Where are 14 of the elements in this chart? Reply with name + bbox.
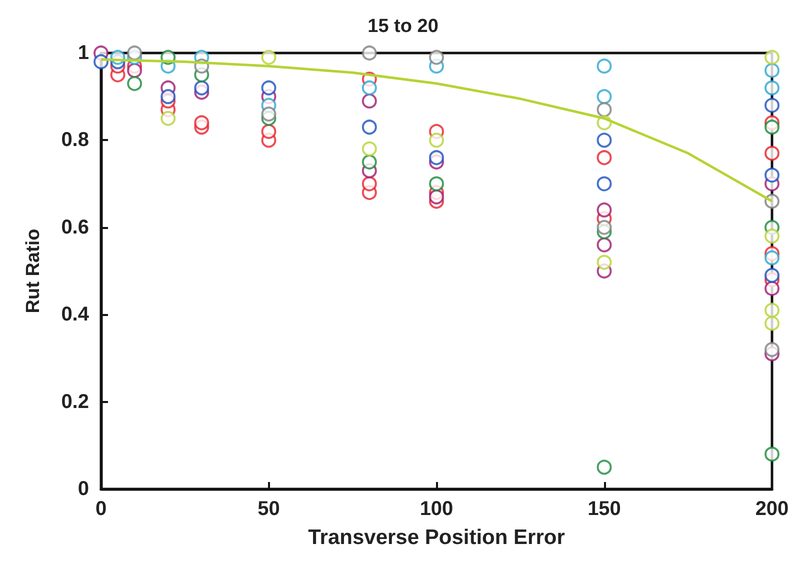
x-tick-label: 200 <box>755 498 789 520</box>
x-tick-label: 150 <box>588 498 621 520</box>
x-tick-label: 0 <box>95 498 107 520</box>
y-tick-label: 1 <box>78 42 89 64</box>
x-tick-label: 50 <box>258 498 280 520</box>
chart-title: 15 to 20 <box>368 16 438 37</box>
x-tick-label: 100 <box>420 498 454 520</box>
y-axis-title: Rut Ratio <box>23 228 44 314</box>
x-axis-title: Transverse Position Error <box>308 526 565 549</box>
y-tick-label: 0.4 <box>61 304 90 326</box>
y-tick-label: 0.2 <box>61 390 89 413</box>
y-tick-label: 0 <box>78 478 89 500</box>
y-tick-label: 0.8 <box>61 129 89 152</box>
y-tick-label: 0.6 <box>61 216 89 238</box>
